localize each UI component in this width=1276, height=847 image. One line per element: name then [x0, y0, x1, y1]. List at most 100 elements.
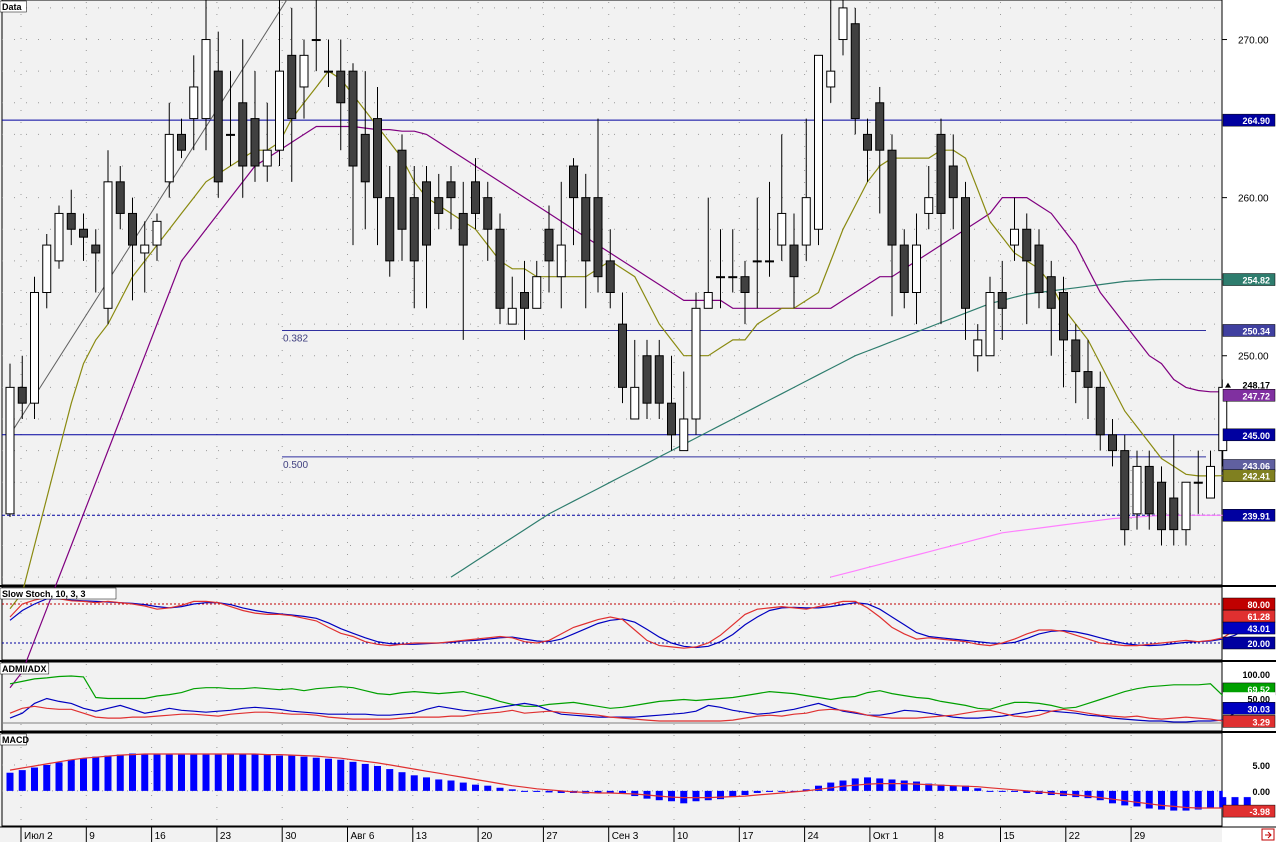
candle-body	[262, 149, 272, 167]
candle-body	[1181, 481, 1191, 531]
macd-histogram-bar	[459, 782, 467, 791]
candle-body	[838, 7, 848, 41]
stoch-k-line	[9, 596, 1248, 649]
macd-histogram-bar	[545, 790, 553, 793]
adx-tag-bg	[1222, 667, 1276, 681]
price-tag: 247.72	[1222, 389, 1276, 402]
date-label: 23	[220, 831, 232, 842]
macd-histogram-bar	[729, 790, 737, 798]
macd-histogram-bar	[251, 753, 259, 791]
candle-body	[495, 228, 505, 309]
candle-body	[887, 149, 897, 246]
macd-histogram-bar	[337, 759, 345, 791]
adx-line	[9, 675, 1248, 710]
macd-histogram-bar	[398, 772, 406, 791]
macd-histogram-bar	[178, 754, 185, 791]
macd-histogram-bar	[288, 755, 296, 791]
price-tag: 239.91	[1222, 509, 1276, 522]
macd-histogram-bar	[141, 754, 149, 791]
adx-tag-text: 50.00	[1247, 695, 1270, 705]
macd-histogram-bar	[1243, 790, 1251, 806]
candle-body	[703, 292, 713, 309]
candle-body	[1144, 465, 1154, 515]
candle-body	[826, 70, 836, 88]
macd-histogram-bar	[349, 761, 357, 791]
panel-title-bg	[0, 733, 27, 746]
candle-body	[936, 133, 946, 214]
macd-histogram-bar	[129, 753, 136, 791]
price-tag-text: 247.72	[1242, 391, 1270, 401]
candle-body	[973, 339, 983, 357]
candle-body	[30, 292, 39, 404]
candle-body	[716, 276, 725, 279]
macd-histogram-bar	[741, 790, 749, 796]
plus-di-line	[9, 705, 1248, 722]
candle-body	[226, 133, 235, 136]
panel-title-adx: ADMI/ADX	[2, 664, 47, 674]
candle-body	[409, 197, 419, 262]
price-tag: 248.17	[1222, 378, 1276, 391]
date-label: Сен 3	[612, 831, 639, 842]
candle-body	[434, 197, 444, 214]
candle-body	[789, 244, 799, 278]
price-tag-bg	[1222, 324, 1276, 337]
candle-body	[728, 276, 738, 279]
candle-body	[520, 292, 529, 309]
ma-mid-line	[9, 125, 1248, 689]
candle-body	[115, 181, 125, 214]
date-label: 8	[938, 831, 944, 842]
candle-body	[66, 212, 76, 230]
price-tag-text: 250.34	[1242, 326, 1270, 336]
adx-tag-text: 3.29	[1252, 717, 1270, 727]
candle-body	[605, 260, 615, 294]
candle-body	[765, 260, 774, 263]
adx-tag-bg	[1222, 702, 1276, 715]
macd-histogram-bar	[1182, 790, 1190, 811]
candle-body	[1132, 465, 1142, 515]
candle-body	[899, 244, 909, 293]
date-label: 16	[155, 831, 167, 842]
price-tag-bg	[1222, 469, 1276, 482]
macd-histogram-bar	[1096, 790, 1104, 801]
candle-body	[1059, 292, 1068, 341]
macd-histogram-bar	[153, 754, 161, 791]
macd-tag: 5.00	[1222, 758, 1276, 772]
candle-body	[961, 197, 970, 309]
candle-body	[311, 39, 321, 42]
candle-body	[507, 307, 517, 325]
stoch-tag-text: 80.00	[1247, 600, 1270, 610]
trendline	[9, 0, 288, 436]
macd-histogram-bar	[263, 754, 271, 791]
price-tag: 242.41	[1222, 469, 1276, 482]
candle-body	[581, 197, 591, 262]
candle-body	[458, 212, 468, 246]
stoch-tag-bg	[1222, 621, 1276, 635]
candle-body	[850, 23, 860, 120]
fibonacci-label: 0.382	[283, 333, 308, 344]
macd-histogram-bar	[974, 788, 982, 791]
macd-histogram-bar	[92, 756, 100, 791]
candle-body	[164, 133, 174, 183]
macd-histogram-bar	[1207, 790, 1214, 809]
macd-histogram-bar	[606, 790, 614, 794]
candle-body	[1034, 244, 1044, 293]
candle-body	[679, 418, 689, 452]
macd-histogram-bar	[67, 759, 75, 791]
macd-histogram-bar	[557, 790, 565, 793]
price-tag-bg	[1222, 389, 1276, 402]
macd-histogram-bar	[1109, 790, 1116, 804]
candle-body	[54, 212, 64, 262]
candle-body	[924, 197, 934, 214]
stoch-tag-text: 20.00	[1247, 639, 1270, 649]
macd-histogram-bar	[753, 790, 761, 793]
candle-body	[1206, 465, 1215, 499]
macd-histogram-bar	[410, 775, 418, 791]
macd-histogram-bar	[925, 783, 933, 791]
macd-histogram-bar	[1023, 790, 1031, 793]
candle-body	[912, 244, 921, 293]
adx-tag-bg	[1222, 715, 1276, 728]
candle-body	[17, 386, 27, 404]
price-tag: 250.34	[1222, 324, 1276, 337]
candle-body	[1071, 339, 1081, 373]
date-label: Окт 1	[873, 831, 899, 842]
